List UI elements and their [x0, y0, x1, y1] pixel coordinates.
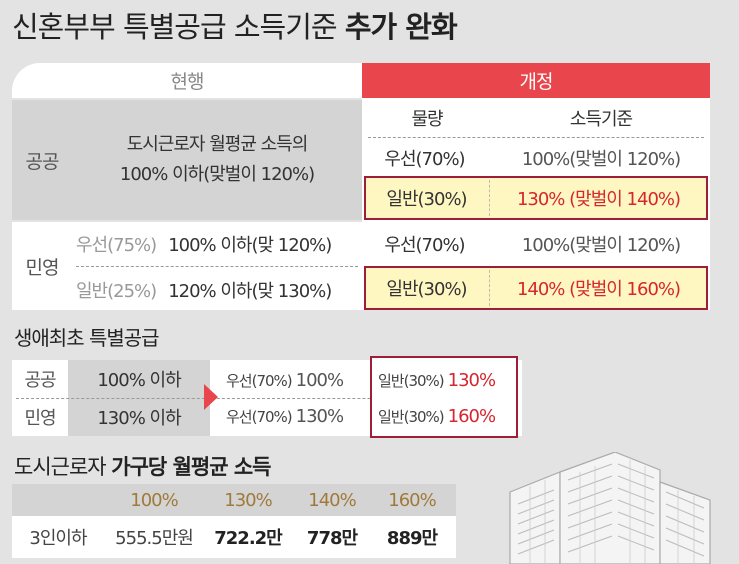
- income-value-160: 889만: [386, 528, 438, 549]
- income-table-title: 도시근로자 가구당 월평균 소득: [14, 455, 271, 479]
- arrow-right-icon: [204, 384, 218, 410]
- first-home-public-priority: 우선(70%) 100%: [226, 369, 344, 391]
- private-general-highlight: [364, 266, 708, 310]
- header-current: 현행: [170, 71, 205, 93]
- first-home-public-label: 공공: [24, 370, 56, 391]
- first-home-private-priority: 우선(70%) 130%: [226, 405, 344, 427]
- public-priority-income: 100%(맞벌이 120%): [521, 149, 681, 170]
- building-illustration: [509, 452, 711, 564]
- first-home-private-current: 130% 이하: [97, 408, 181, 429]
- public-general-income: 130% (맞벌이 140%): [516, 189, 681, 210]
- first-home-general-box: [370, 356, 518, 438]
- public-label-bg: [12, 100, 72, 220]
- private-priority-income: 100%(맞벌이 120%): [521, 235, 681, 256]
- income-data-row-bg: [12, 516, 456, 558]
- first-home-private-general: 일반(30%) 160%: [378, 405, 496, 427]
- income-header-130: 130%: [224, 489, 272, 511]
- private-current-row-1: 우선(75%) 100% 이하(맞 120%): [76, 235, 332, 256]
- private-current-row-2: 일반(25%) 120% 이하(맞 130%): [76, 281, 332, 302]
- public-priority-volume: 우선(70%): [384, 149, 465, 170]
- public-current-line1: 도시근로자 월평균 소득의: [126, 134, 309, 155]
- public-label: 공공: [25, 150, 60, 173]
- col-income: 소득기준: [569, 109, 633, 130]
- first-home-private-label: 민영: [24, 408, 56, 429]
- income-header-100: 100%: [130, 489, 178, 511]
- private-label: 민영: [25, 256, 60, 279]
- bottom-rounded: [12, 286, 362, 310]
- income-value-140: 778만: [306, 528, 358, 549]
- current-header-bg: [12, 63, 362, 98]
- income-header-160: 160%: [388, 489, 436, 511]
- public-current-line2: 100% 이하(맞벌이 120%): [119, 164, 315, 185]
- header-revised: 개정: [519, 71, 554, 93]
- private-priority-volume: 우선(70%): [384, 235, 465, 256]
- income-value-100: 555.5만원: [115, 528, 194, 549]
- public-general-volume: 일반(30%): [386, 189, 467, 210]
- private-general-volume: 일반(30%): [386, 279, 467, 300]
- income-value-130: 722.2만: [214, 528, 283, 549]
- public-current-bg: [72, 100, 362, 220]
- public-general-highlight: [364, 176, 708, 220]
- private-general-income: 140% (맞벌이 160%): [516, 279, 681, 300]
- first-home-title: 생애최초 특별공급: [14, 326, 160, 350]
- income-header-140: 140%: [308, 489, 356, 511]
- income-header-row-bg: [12, 484, 456, 516]
- col-volume: 물량: [411, 109, 443, 130]
- page-title: 신혼부부 특별공급 소득기준 추가 완화: [12, 10, 458, 44]
- first-home-public-current: 100% 이하: [97, 370, 181, 391]
- income-row-label: 3인이하: [29, 528, 87, 549]
- first-home-public-general: 일반(30%) 130%: [378, 369, 496, 391]
- revised-header-bg: [362, 63, 710, 98]
